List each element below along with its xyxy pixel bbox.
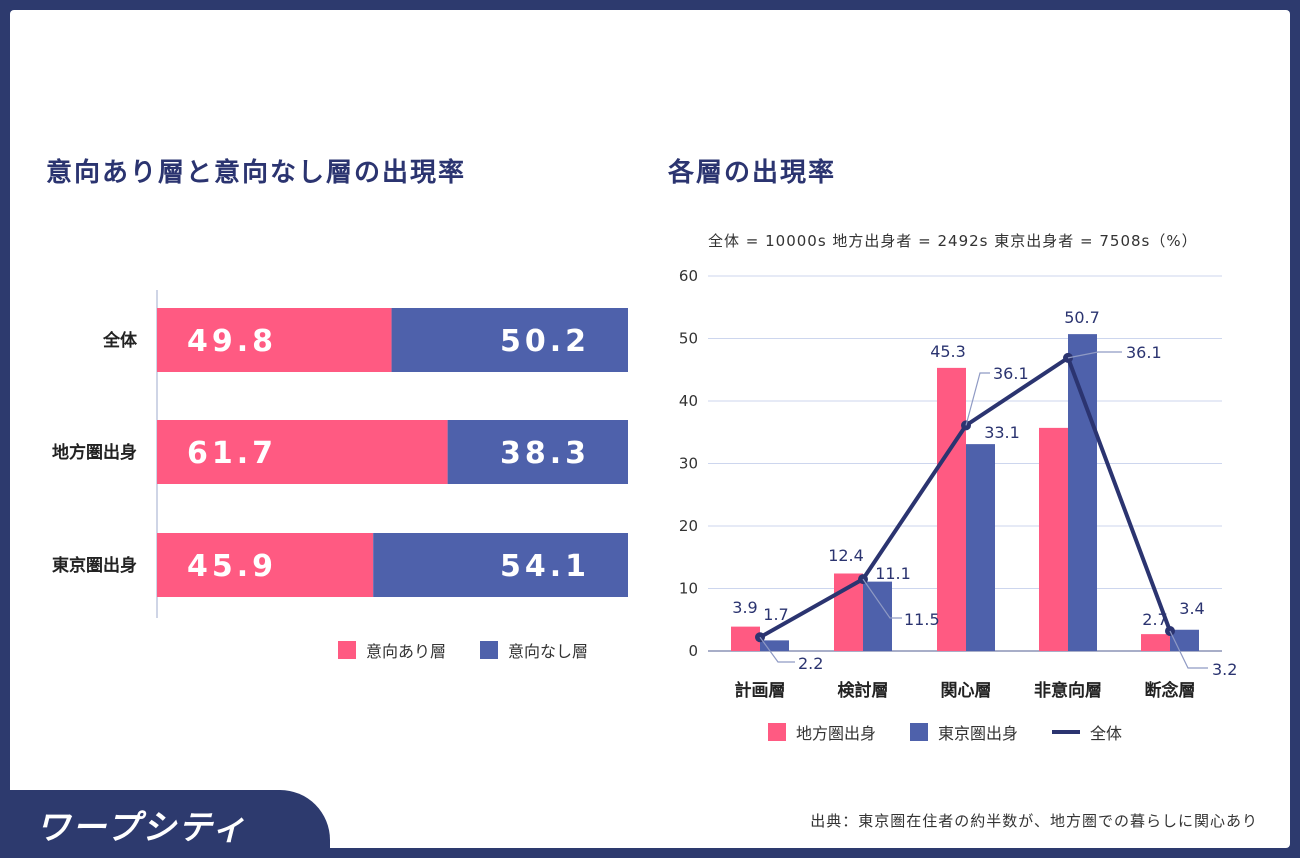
legend-item-total: 全体 [1052,720,1122,744]
chart1-title: 意向あり層と意向なし層の出現率 [46,158,467,188]
chart2-title: 各層の出現率 [668,158,837,188]
bar-tokyo [966,444,995,651]
category-label: 東京圏出身 [52,555,137,576]
data-label-total: 36.1 [1126,343,1162,362]
brand-footer: ワープシティ [0,790,330,858]
data-label-total: 36.1 [993,364,1029,383]
bar-local [1039,427,1068,651]
leader-line [862,578,902,619]
legend-label-local: 地方圏出身 [796,724,877,743]
data-label-local: 2.7 [1142,610,1167,629]
legend-swatch-pink [338,641,356,659]
data-label-yes: 45.9 [187,549,277,584]
category-label: 全体 [102,330,138,351]
bar-tokyo [760,640,789,651]
bar-segment-yes [157,420,448,484]
legend-line-swatch [1052,730,1081,734]
legend-item-local: 地方圏出身 [768,720,876,744]
category-label: 地方圏出身 [52,442,137,463]
bar-local [1141,634,1170,651]
legend-item-yes: 意向あり層 [338,638,446,662]
y-tick-label: 10 [679,580,698,598]
leader-line [1067,351,1122,359]
leader-line [965,372,990,426]
legend-swatch-blue [910,723,929,741]
leader-line [759,636,795,663]
chart2-legend: 地方圏出身 東京圏出身 全体 [768,720,1142,744]
x-category-label: 断念層 [1145,680,1196,701]
source-note: 出典：東京圏在住者の約半数が、地方圏での暮らしに関心あり [810,812,1258,830]
data-label-total: 2.2 [798,654,823,673]
bar-segment-yes [157,308,392,372]
legend-swatch-blue [480,641,499,659]
data-label-tokyo: 33.1 [984,423,1020,442]
bar-segment-no [373,533,628,597]
data-label-total: 3.2 [1212,660,1237,679]
data-label-no: 50.2 [500,324,590,359]
data-label-tokyo: 50.7 [1064,308,1100,327]
data-label-local: 45.3 [930,342,966,361]
data-label-local: 12.4 [828,546,864,565]
bar-segment-yes [157,533,374,597]
bar-tokyo [863,581,892,651]
y-tick-label: 40 [679,392,698,410]
data-label-no: 38.3 [500,436,590,471]
legend-label-no: 意向なし層 [508,642,589,661]
y-tick-label: 0 [688,642,698,660]
legend-swatch-pink [768,723,786,741]
legend-item-no: 意向なし層 [480,638,588,662]
bar-tokyo [1068,334,1097,651]
data-label-yes: 61.7 [187,436,277,471]
legend-item-tokyo: 東京圏出身 [910,720,1018,744]
x-category-label: 計画層 [735,680,786,701]
bar-segment-no [447,420,628,484]
bar-segment-no [391,308,628,372]
x-category-label: 非意向層 [1034,680,1102,701]
chart2-sample-note: 全体 = 10000s 地方出身者 = 2492s 東京出身者 = 7508s（… [708,232,1198,250]
legend-label-total: 全体 [1090,724,1123,743]
bar-local [731,626,760,651]
chart1-legend: 意向あり層 意向なし層 [338,638,608,662]
data-label-local: 3.9 [732,598,757,617]
data-label-total: 11.5 [904,610,940,629]
brand-logo: ワープシティ [36,808,248,848]
bar-local [937,367,966,651]
data-label-tokyo: 11.1 [875,564,911,583]
x-category-label: 検討層 [838,680,889,701]
data-label-tokyo: 3.4 [1179,599,1204,618]
x-category-label: 関心層 [941,681,992,701]
data-label-tokyo: 1.7 [763,605,788,624]
data-label-yes: 49.8 [187,324,277,359]
leader-line [1169,630,1208,669]
y-tick-label: 30 [679,455,698,473]
legend-label-yes: 意向あり層 [366,642,447,661]
legend-label-tokyo: 東京圏出身 [938,724,1019,743]
y-tick-label: 50 [679,330,698,348]
data-label-no: 54.1 [500,549,590,584]
y-tick-label: 60 [679,267,698,285]
y-tick-label: 20 [679,517,698,535]
